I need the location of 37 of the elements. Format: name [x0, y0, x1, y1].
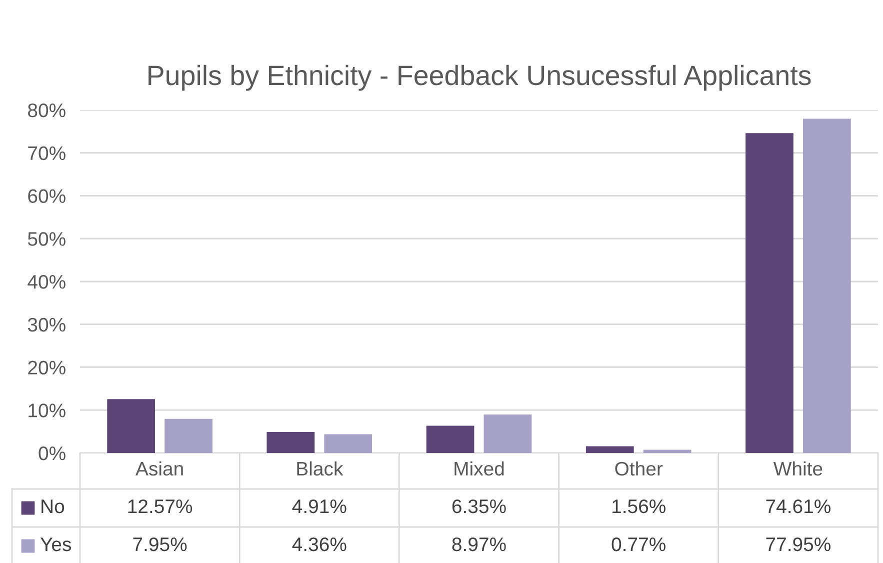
bar	[324, 434, 372, 453]
data-label: 12.57%	[128, 499, 192, 514]
y-tick-label: 60%	[28, 189, 66, 203]
x-tick-label: Other	[615, 461, 663, 476]
data-label: 77.95%	[766, 537, 830, 552]
bar	[746, 133, 794, 453]
y-tick-label: 30%	[28, 318, 66, 332]
data-label: 4.36%	[292, 537, 346, 552]
y-tick-label: 40%	[28, 274, 66, 289]
y-tick-label: 20%	[28, 360, 66, 374]
bar	[643, 450, 692, 453]
legend-label: No	[42, 500, 64, 514]
x-tick-label: White	[773, 461, 822, 476]
bar	[586, 446, 634, 453]
bar	[484, 414, 532, 453]
bar	[266, 432, 315, 453]
data-label: 7.95%	[133, 537, 187, 552]
y-tick-label: 80%	[28, 103, 66, 118]
y-tick-label: 10%	[28, 404, 66, 418]
data-label: 1.56%	[612, 499, 666, 514]
bar	[107, 399, 156, 453]
y-tick-label: 50%	[28, 232, 66, 246]
y-tick-label: 0%	[38, 446, 66, 460]
data-label: 4.91%	[292, 499, 346, 514]
bar	[426, 426, 474, 453]
data-label: 6.35%	[452, 499, 506, 514]
y-tick-label: 70%	[28, 146, 66, 160]
data-label: 8.97%	[452, 537, 506, 552]
bar	[802, 118, 851, 453]
data-label: 0.77%	[612, 537, 666, 552]
x-tick-label: Black	[297, 461, 344, 476]
x-tick-label: Asian	[136, 461, 183, 476]
x-tick-label: Mixed	[454, 461, 504, 476]
data-label: 74.61%	[766, 499, 830, 514]
chart-title: Pupils by Ethnicity - Feedback Unsucessful Applicants	[148, 64, 811, 91]
legend-label: Yes	[40, 538, 72, 552]
bar	[164, 418, 212, 453]
